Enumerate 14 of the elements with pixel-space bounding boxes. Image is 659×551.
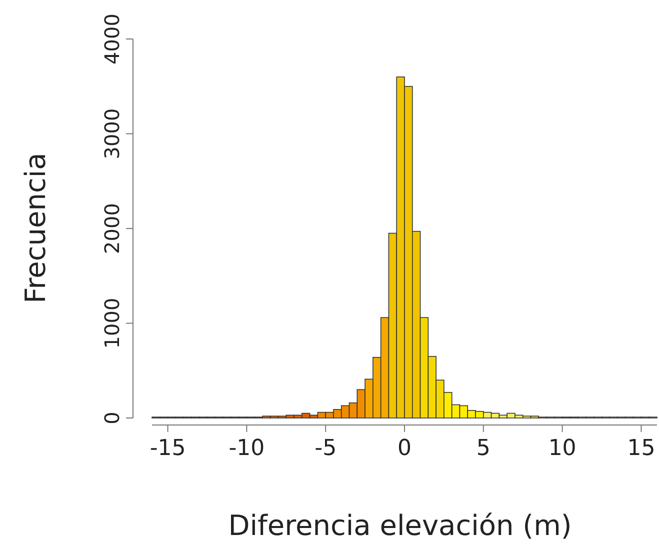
y-tick-label: 3000 [100, 108, 124, 160]
x-tick-label: -10 [228, 436, 265, 461]
x-tick-label: 10 [548, 436, 576, 461]
y-tick-label: 4000 [100, 14, 124, 64]
y-tick-label: 1000 [100, 298, 124, 349]
x-tick-label: 0 [398, 436, 412, 461]
y-tick-label: 2000 [100, 203, 124, 254]
x-tick-label: -5 [314, 436, 337, 461]
x-tick-label: 5 [476, 436, 490, 461]
x-tick-label: 15 [627, 436, 656, 461]
x-tick-label: -15 [150, 436, 186, 461]
x-axis-title: Diferencia elevación (m) [228, 509, 572, 542]
y-tick-label: 0 [100, 412, 124, 424]
y-axis-title: Frecuencia [19, 152, 52, 304]
